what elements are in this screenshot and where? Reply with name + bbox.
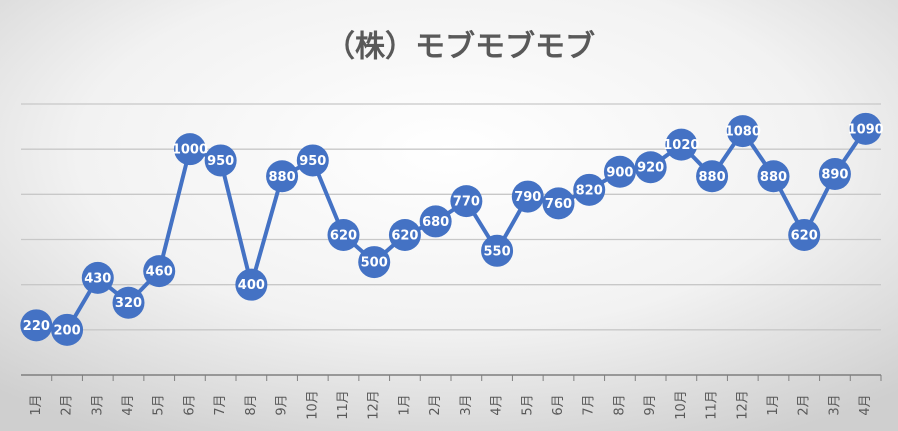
data-label: 820 [576, 183, 603, 198]
data-label: 320 [115, 296, 142, 311]
chart-title: （株）モブモブモブ [325, 30, 595, 65]
x-tick-label: 3月 [90, 394, 105, 415]
data-point [696, 160, 729, 193]
data-label: 430 [84, 271, 111, 286]
x-tick-label: 5月 [520, 394, 535, 415]
x-tick-label: 8月 [244, 394, 259, 415]
data-point [266, 160, 299, 193]
data-point [51, 313, 84, 346]
x-tick-label: 4月 [858, 394, 873, 415]
data-point [603, 155, 636, 188]
x-tick-label: 7月 [213, 394, 228, 415]
data-line [36, 127, 868, 332]
data-label: 890 [821, 168, 848, 183]
x-tick-label: 1月 [397, 394, 412, 415]
data-point [327, 218, 360, 251]
x-tick-label: 11月 [336, 390, 351, 420]
data-point [112, 286, 145, 319]
data-label: 620 [791, 228, 818, 243]
x-tick-label: 10月 [305, 390, 320, 420]
data-label: 1020 [663, 138, 699, 153]
x-tick-label: 1月 [766, 394, 781, 415]
x-tick-label: 10月 [674, 390, 689, 420]
data-label: 200 [54, 323, 81, 338]
data-label: 500 [361, 256, 388, 271]
x-tick-label: 12月 [367, 390, 382, 420]
x-tick-label: 2月 [797, 394, 812, 415]
x-tick-label: 11月 [705, 390, 720, 420]
x-tick-label: 3月 [827, 394, 842, 415]
data-label: 950 [207, 154, 234, 169]
data-point [542, 187, 575, 220]
x-tick-label: 4月 [121, 394, 136, 415]
x-tick-label: 1月 [29, 394, 44, 415]
x-tick-label: 2月 [60, 394, 75, 415]
data-point [143, 255, 176, 288]
x-tick-label: 9月 [275, 394, 290, 415]
data-label: 220 [23, 319, 50, 334]
data-point [634, 151, 667, 184]
data-point [388, 218, 421, 251]
data-point [665, 128, 698, 161]
data-label: 400 [238, 278, 265, 293]
data-label: 680 [422, 215, 449, 230]
data-point [726, 115, 759, 148]
data-label: 770 [453, 195, 480, 210]
x-tick-label: 7月 [582, 394, 597, 415]
x-tick-label: 4月 [490, 394, 505, 415]
x-tick-label: 3月 [459, 394, 474, 415]
data-label: 1090 [848, 122, 884, 137]
data-point [358, 246, 391, 279]
data-point [573, 173, 606, 206]
data-point [204, 144, 237, 177]
data-point [511, 180, 544, 213]
data-point [296, 144, 329, 177]
data-label: 880 [699, 170, 726, 185]
data-label: 900 [606, 165, 633, 180]
x-tick-label: 6月 [551, 394, 566, 415]
x-tick-label: 8月 [612, 394, 627, 415]
data-point [450, 185, 483, 218]
data-label: 880 [760, 170, 787, 185]
x-tick-label: 12月 [735, 390, 750, 420]
data-point [818, 158, 851, 191]
data-label: 620 [391, 228, 418, 243]
data-label: 920 [637, 161, 664, 176]
data-point [788, 218, 821, 251]
data-point [849, 112, 882, 145]
data-point [81, 261, 114, 294]
x-tick-label: 2月 [428, 394, 443, 415]
data-label: 1080 [725, 125, 761, 140]
data-point [20, 309, 53, 342]
data-label: 760 [545, 197, 572, 212]
data-label: 460 [146, 265, 173, 280]
data-point [173, 133, 206, 166]
data-point [419, 205, 452, 238]
data-label: 950 [299, 154, 326, 169]
x-tick-label: 9月 [643, 394, 658, 415]
data-label: 620 [330, 228, 357, 243]
data-point [757, 160, 790, 193]
data-label: 1000 [172, 143, 208, 158]
x-tick-label: 6月 [182, 394, 197, 415]
data-label: 880 [269, 170, 296, 185]
data-point [481, 234, 514, 267]
data-label: 550 [484, 244, 511, 259]
x-tick-label: 5月 [152, 394, 167, 415]
data-point [235, 268, 268, 301]
data-label: 790 [514, 190, 541, 205]
